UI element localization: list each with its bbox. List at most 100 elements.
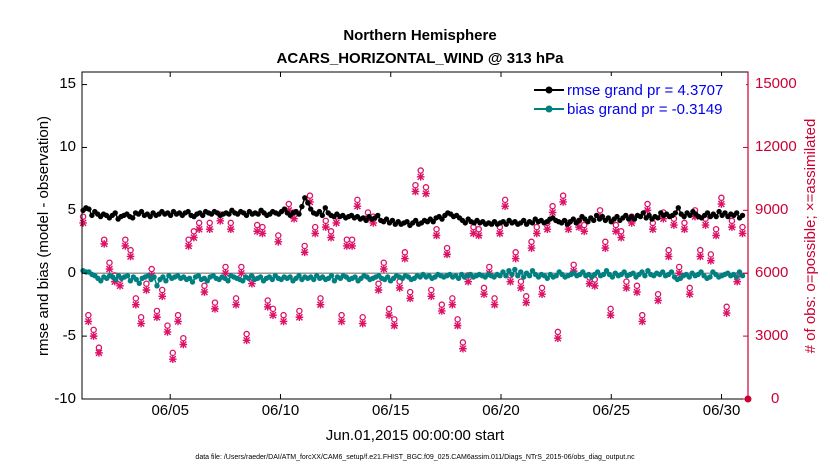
bias-point [645, 268, 651, 274]
obs-assimilated-point [564, 225, 573, 234]
rmse-point [570, 216, 576, 222]
rmse-point [585, 219, 591, 225]
chart-title-line2: ACARS_HORIZONTAL_WIND @ 313 hPa [277, 50, 565, 67]
obs-assimilated-point [733, 277, 742, 286]
bias-point [515, 273, 521, 279]
rmse-point [363, 217, 369, 224]
obs-assimilated-point [279, 317, 288, 326]
bias-point [668, 269, 675, 275]
obs-assimilated-point [511, 254, 520, 263]
obs-assimilated-point [738, 229, 747, 238]
obs-assimilated-point [474, 231, 483, 240]
bias-point [707, 274, 713, 280]
rmse-point [646, 212, 652, 219]
obs-assimilated-point [432, 231, 441, 240]
obs-assimilated-point [358, 319, 367, 328]
obs-assimilated-point [200, 288, 209, 296]
x-tick-label-10: 06/10 [262, 402, 300, 419]
y-right-tick-label-15000: 15000 [755, 75, 797, 92]
obs-assimilated-point [221, 269, 230, 278]
rmse-point [614, 213, 620, 220]
bias-point [269, 276, 275, 283]
obs-assimilated-point [585, 279, 594, 288]
obs-assimilated-point [522, 298, 531, 307]
rmse-point [226, 211, 232, 217]
obs-assimilated-point [427, 292, 436, 301]
obs-assimilated-point [274, 237, 283, 246]
obs-assimilated-point [390, 321, 399, 330]
obs-assimilated-point [438, 307, 446, 315]
bias-point [698, 269, 704, 275]
obs-assimilated-point [290, 214, 298, 223]
rmse-point [308, 206, 314, 212]
rmse-point [439, 216, 445, 222]
obs-assimilated-point [242, 336, 251, 345]
obs-assimilated-point [717, 200, 726, 208]
bias-point [195, 273, 202, 279]
legend-box [530, 76, 746, 120]
y-right-tick-label-0: 0 [771, 390, 779, 407]
obs-assimilated-point [506, 277, 515, 286]
rmse-point [529, 220, 536, 226]
bias-point [529, 268, 536, 274]
obs-assimilated-point [606, 311, 615, 319]
rmse-point [704, 210, 711, 216]
obs-assimilated-point [443, 250, 451, 259]
rmse-point [302, 195, 308, 201]
rmse-point [593, 212, 600, 219]
bias-point [133, 276, 139, 283]
obs-assimilated-point [332, 219, 341, 227]
bias-point [145, 273, 151, 279]
obs-assimilated-point [379, 265, 388, 273]
obs-assimilated-point [685, 290, 694, 298]
rmse-point [112, 210, 118, 216]
bias-point [296, 273, 302, 279]
bias-point [127, 278, 134, 284]
rmse-point [322, 205, 328, 211]
obs-assimilated-point [680, 225, 689, 234]
obs-assimilated-point [348, 242, 356, 250]
rmse-point [623, 212, 629, 219]
obs-assimilated-point [147, 271, 156, 280]
obs-assimilated-point [712, 231, 720, 240]
bias-point [544, 275, 550, 281]
obs-assimilated-point [385, 311, 393, 319]
obs-assimilated-point [100, 240, 109, 248]
obs-assimilated-point [353, 202, 362, 210]
obs-assimilated-point [321, 223, 330, 231]
bias-point [124, 273, 131, 279]
obs-assimilated-point [248, 279, 256, 288]
obs-assimilated-point [664, 252, 673, 261]
obs-assimilated-point [168, 355, 177, 363]
rmse-point [591, 217, 597, 224]
x-tick-label-20: 06/20 [482, 402, 520, 419]
bias-point [521, 274, 527, 280]
obs-assimilated-point [643, 206, 652, 215]
obs-assimilated-point [401, 254, 409, 263]
y-left-tick-label-neg10: -10 [54, 390, 76, 407]
bias-point [189, 279, 196, 285]
y-left-axis-label: rmse and bias (model - observation) [35, 116, 52, 356]
ticks-layer [82, 72, 748, 400]
obs-assimilated-point [116, 282, 124, 290]
rmse-point [167, 212, 174, 219]
rmse-point [316, 208, 323, 215]
bias-point [518, 269, 524, 275]
obs-assimilated-point [79, 219, 87, 227]
bias-point [311, 276, 317, 283]
y-right-tick-label-6000: 6000 [755, 264, 788, 281]
rmse-point [672, 210, 679, 216]
bias-point [331, 278, 338, 284]
bias-point [642, 273, 648, 279]
rmse-point [561, 217, 568, 224]
bias-point [204, 278, 210, 284]
obs-assimilated-point [184, 242, 193, 250]
obs-assimilated-point [469, 229, 478, 238]
obs-assimilated-point [659, 214, 668, 223]
rmse-point [86, 206, 92, 212]
y-left-tick-label-0: 0 [68, 264, 76, 281]
obs-assimilated-point [627, 219, 636, 227]
rmse-point [462, 220, 468, 226]
rmse-point [605, 215, 611, 221]
obs-assimilated-point [601, 244, 610, 252]
